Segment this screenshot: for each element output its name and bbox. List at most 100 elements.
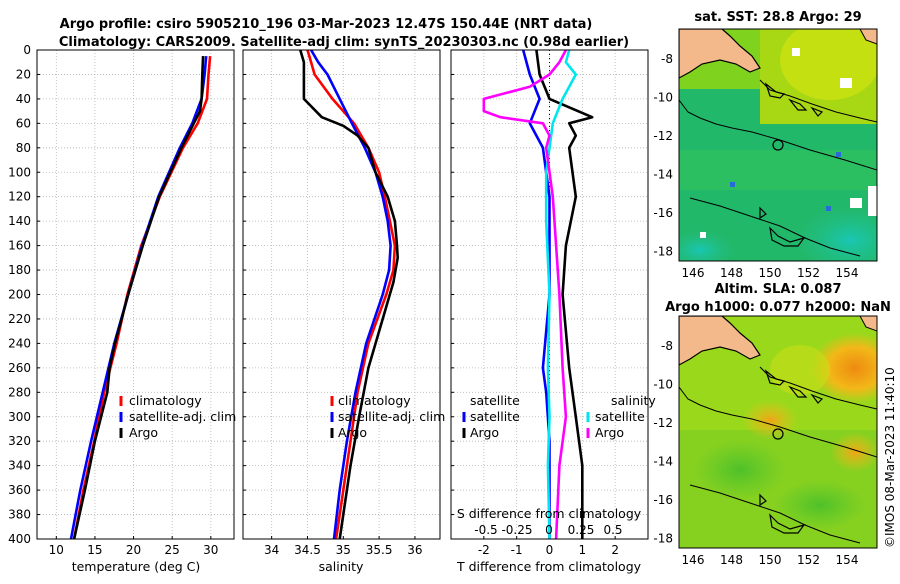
sla-high-northeast <box>810 333 877 403</box>
salinity-lines <box>299 50 400 539</box>
lat-tick-label: -16 <box>653 493 673 507</box>
series-argo-line <box>299 50 400 539</box>
s-tick-label: 0.25 <box>568 523 595 537</box>
depth-tick-label: 340 <box>8 459 31 473</box>
lon-tick-label: 154 <box>836 553 859 567</box>
bathymetry-contour <box>689 197 861 257</box>
depth-tick-labels: 0 20 40 60 80 100 120 140 160 180 200 220 240 260 280 3… <box>8 43 31 546</box>
sla-map-frame <box>678 315 878 549</box>
temperature-lines <box>69 55 212 539</box>
temperature-tick-labels: 10 15 20 25 30 <box>49 543 219 557</box>
island <box>759 206 767 220</box>
salinity-tick-labels: 34 34.5 35 35.5 36 <box>264 543 423 557</box>
legend-t-satellite-label: satellite <box>470 409 520 424</box>
argo-location-marker <box>772 139 784 151</box>
lon-tick-label: 150 <box>759 553 782 567</box>
depth-tick-label: 220 <box>8 312 31 326</box>
lat-tick-label: -16 <box>653 206 673 220</box>
lat-tick-label: -14 <box>653 455 673 469</box>
bathymetry-contour <box>759 79 877 123</box>
bathymetry-contour <box>689 484 861 544</box>
difference-legend: satellite satellite Argo salinity satell… <box>462 393 656 440</box>
depth-tick-label: 120 <box>8 190 31 204</box>
land-northeast <box>859 316 877 332</box>
depth-tick-label: 240 <box>8 336 31 350</box>
series-s-argo-line <box>482 50 568 539</box>
t-difference-tick-labels: -2 -1 0 1 2 <box>478 543 619 557</box>
depth-tick-label: 260 <box>8 361 31 375</box>
depth-tick-label: 160 <box>8 239 31 253</box>
x-tick-label: 15 <box>87 543 102 557</box>
difference-axes-box <box>450 49 649 540</box>
legend-satellite-label: satellite-adj. clim <box>129 409 236 424</box>
sst-map-title: sat. SST: 28.8 Argo: 29 <box>694 10 861 25</box>
x-tick-label: 2 <box>611 543 619 557</box>
salinity-panel: 34 34.5 35 35.5 36 salinity climatology sate… <box>242 49 445 574</box>
x-tick-label: 10 <box>49 543 64 557</box>
island <box>788 385 808 398</box>
depth-tick-label: 140 <box>8 214 31 228</box>
sst-map-frame <box>678 28 878 262</box>
lon-tick-label: 148 <box>720 266 743 280</box>
cloud-gap <box>868 186 877 216</box>
lon-tick-label: 146 <box>682 266 705 280</box>
sst-band-mid <box>679 150 877 190</box>
cloud-gap <box>850 198 862 208</box>
salinity-axes-box <box>242 49 441 540</box>
s-difference-xlabel: S difference from climatology <box>457 506 642 521</box>
x-tick-label: 0 <box>546 543 554 557</box>
island <box>810 393 824 404</box>
x-tick-label: 1 <box>579 543 587 557</box>
lon-tick-label: 154 <box>836 266 859 280</box>
lon-tick-label: 148 <box>720 553 743 567</box>
sla-field <box>679 316 877 548</box>
lat-tick-label: -8 <box>661 339 673 353</box>
title-line-1: Argo profile: csiro 5905210_196 03-Mar-2… <box>60 17 593 32</box>
depth-tick-label: 180 <box>8 263 31 277</box>
pixel-speck <box>826 206 831 211</box>
legend-satellite-label: satellite-adj. clim <box>338 409 445 424</box>
x-tick-label: 25 <box>165 543 180 557</box>
series-t-argo-line <box>535 50 594 539</box>
sla-map-title: Altim. SLA: 0.087 <box>715 282 842 297</box>
legend-argo-label: Argo <box>338 425 367 440</box>
sst-lat-labels: -8 -10 -12 -14 -16 -18 <box>653 52 673 259</box>
temperature-legend: climatology satellite-adj. clim Argo <box>119 393 236 440</box>
papua-new-guinea-land <box>679 316 761 366</box>
salinity-plot-area <box>243 50 440 539</box>
temperature-panel: 0 20 40 60 80 100 120 140 160 180 200 220 240 260 280 3… <box>8 43 236 574</box>
depth-tick-label: 360 <box>8 483 31 497</box>
lat-tick-label: -12 <box>653 129 673 143</box>
sst-cool-patch <box>795 205 877 261</box>
pixel-speck <box>836 152 841 157</box>
cloud-gap <box>700 232 706 238</box>
depth-tick-label: 320 <box>8 434 31 448</box>
salinity-xlabel: salinity <box>319 559 364 574</box>
x-tick-label: 34.5 <box>294 543 321 557</box>
land-northeast <box>859 29 877 45</box>
x-tick-label: 36 <box>407 543 422 557</box>
pixel-speck <box>730 182 735 187</box>
lon-tick-label: 152 <box>797 266 820 280</box>
island <box>769 226 806 247</box>
lat-tick-label: -18 <box>653 532 673 546</box>
depth-tick-label: 0 <box>23 43 31 57</box>
depth-tick-label: 60 <box>16 116 31 130</box>
imos-stamp: ©IMOS 08-Mar-2023 11:40:10 <box>883 367 897 548</box>
island <box>810 106 824 117</box>
temperature-plot-area <box>37 50 234 539</box>
difference-panel: -2 -1 0 1 2 T difference from climatology S … <box>450 49 656 574</box>
legend-s-satellite-label: satellite <box>595 409 645 424</box>
depth-tick-label: 40 <box>16 92 31 106</box>
argo-location-marker <box>772 428 784 440</box>
series-argo-line <box>72 56 205 539</box>
x-tick-label: 35 <box>336 543 351 557</box>
legend-climatology-label: climatology <box>129 393 202 408</box>
lat-tick-label: -10 <box>653 378 673 392</box>
series-t-satellite-line <box>521 50 551 539</box>
difference-lines <box>482 50 594 539</box>
island <box>764 369 786 386</box>
s-tick-label: 0 <box>545 523 553 537</box>
series-satellite-adj-clim-line <box>309 50 392 539</box>
